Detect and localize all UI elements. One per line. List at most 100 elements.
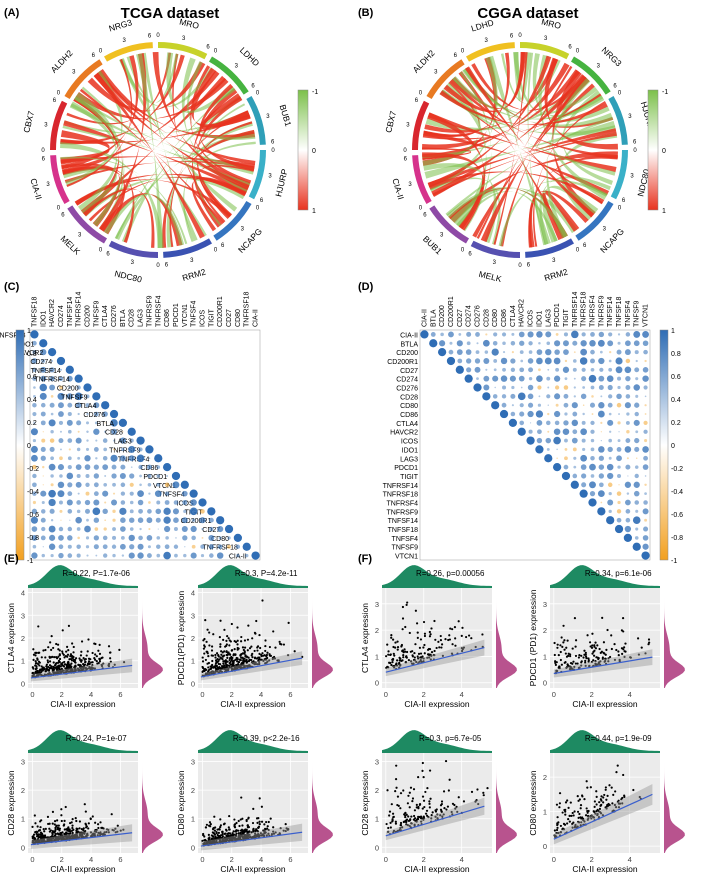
- scatter-point: [58, 833, 61, 836]
- scatter-point: [455, 805, 458, 808]
- scatter-point: [80, 828, 83, 831]
- scatter-point: [76, 834, 79, 838]
- heatmap-cell: [626, 492, 630, 495]
- scatter-point: [87, 660, 91, 663]
- heatmap-cell: [624, 446, 632, 453]
- scatter-point: [47, 646, 50, 649]
- sector-tick: 6: [221, 243, 225, 249]
- y-tick-label: 2: [543, 626, 547, 635]
- scatter-point: [265, 834, 268, 837]
- heatmap-cell: [500, 375, 508, 382]
- plot-area: [382, 588, 492, 688]
- scatter-point: [204, 826, 208, 829]
- scatter-point: [45, 668, 49, 671]
- scatter-point: [613, 643, 616, 646]
- scatter-point: [34, 664, 37, 667]
- heatmap-cell: [642, 340, 649, 347]
- heatmap-cell: [606, 516, 615, 525]
- heatmap-cell: [181, 517, 188, 524]
- sector-tick: 6: [454, 53, 458, 59]
- correlation-stat: R=0.22, P=1.7e-06: [62, 569, 130, 578]
- scatter-point: [637, 653, 641, 656]
- scatter-point: [586, 634, 589, 637]
- scatter-point: [254, 661, 257, 664]
- scatter-point: [482, 791, 485, 794]
- heatmap-cell: [590, 429, 595, 434]
- scatter-point: [401, 617, 405, 620]
- scatter-point: [88, 662, 91, 666]
- heatmap-cell: [31, 534, 38, 541]
- scatter-point: [591, 652, 594, 655]
- scatter-point: [222, 654, 226, 657]
- scatter-point: [572, 814, 575, 817]
- x-tick-label: 0: [552, 690, 556, 699]
- heatmap-cell: [617, 473, 622, 478]
- scatter-point: [55, 662, 58, 665]
- y-tick-label: 2: [21, 786, 25, 795]
- heatmap-row-label: TNFSF18: [388, 527, 418, 534]
- scatter-point: [66, 645, 69, 648]
- sector-tick: 3: [630, 174, 634, 180]
- scatter-point: [56, 819, 59, 822]
- scatter-point: [36, 825, 39, 828]
- heatmap-cell: [67, 544, 72, 549]
- heatmap-cell: [50, 483, 54, 487]
- heatmap-cell: [475, 332, 480, 337]
- scatter-point: [228, 814, 231, 818]
- scatter-point: [272, 655, 276, 659]
- scatter-point: [585, 657, 588, 660]
- heatmap-row-label: CD276: [396, 386, 418, 393]
- heatmap-cell: [95, 457, 98, 460]
- scatter-point: [50, 635, 53, 638]
- scatter-point: [122, 828, 125, 831]
- heatmap-cell: [609, 350, 612, 354]
- y-tick-label: 0: [191, 679, 195, 688]
- scatter-point: [584, 814, 588, 817]
- heatmap-cell: [42, 431, 44, 433]
- heatmap-cell: [624, 349, 631, 356]
- heatmap-cell: [633, 490, 640, 497]
- heatmap-cell: [644, 475, 647, 477]
- chord-link: [427, 128, 617, 188]
- scatter-point: [242, 648, 245, 652]
- scatter-point: [592, 659, 595, 662]
- scatter-point: [578, 666, 581, 669]
- scatter-point: [567, 806, 570, 809]
- heatmap-cell: [93, 544, 99, 550]
- scatter-point: [96, 823, 100, 826]
- scatter-point: [601, 616, 604, 619]
- scatter-point: [215, 652, 219, 655]
- scatter-point: [593, 644, 596, 647]
- heatmap-cell: [579, 489, 588, 498]
- chord-sector: [520, 42, 570, 60]
- scatter-point: [210, 838, 214, 841]
- scatter-point: [403, 648, 406, 651]
- heatmap-cell: [120, 500, 126, 505]
- scatter-point: [70, 667, 73, 670]
- scatter-point: [451, 802, 455, 805]
- scatter-point: [584, 651, 587, 654]
- heatmap-col-label: CD276: [111, 305, 118, 327]
- y-axis-label: CD80 expression: [176, 770, 186, 835]
- y-tick-label: 3: [21, 611, 25, 620]
- scatter-point: [454, 644, 457, 647]
- heatmap-cell: [32, 376, 37, 381]
- scatter-point: [255, 817, 259, 820]
- scatter-point: [265, 653, 269, 657]
- heatmap-cell: [625, 499, 631, 506]
- scatter-point: [405, 819, 408, 823]
- heatmap-cell: [95, 439, 98, 442]
- scatter-point: [54, 833, 57, 836]
- scatter-point: [589, 786, 592, 789]
- heatmap-cell: [129, 500, 134, 505]
- heatmap-cell: [608, 332, 613, 337]
- heatmap-cell: [617, 341, 621, 345]
- heatmap-row-label: TNFSF4: [158, 492, 185, 499]
- scatter-point: [610, 786, 613, 789]
- trend-line: [30, 664, 133, 679]
- scatter-point: [256, 649, 259, 652]
- scatter-point: [440, 802, 444, 806]
- heatmap-cell: [590, 367, 595, 372]
- heatmap-cell: [76, 473, 81, 478]
- chord-legend-bar: [647, 89, 659, 211]
